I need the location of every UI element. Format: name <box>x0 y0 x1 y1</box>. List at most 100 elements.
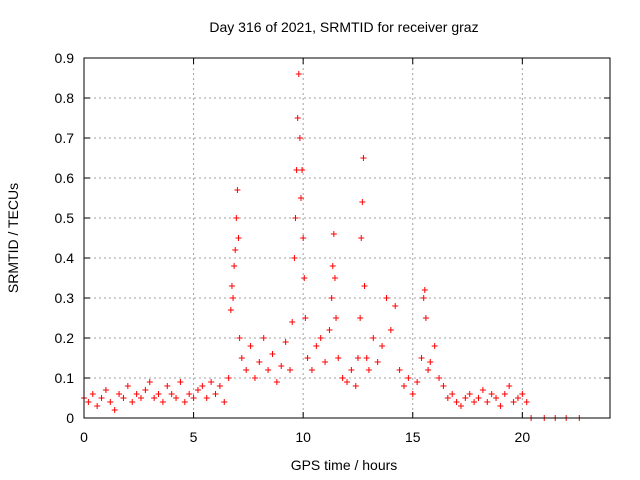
data-point <box>216 383 223 389</box>
x-tick-label: 0 <box>80 429 88 445</box>
data-point <box>457 403 464 409</box>
data-point <box>273 379 280 385</box>
data-point <box>225 375 232 381</box>
data-point <box>484 399 491 405</box>
data-point <box>301 275 308 281</box>
data-point <box>159 399 166 405</box>
y-tick-label: 0.3 <box>55 290 75 306</box>
data-point <box>181 399 188 405</box>
data-point <box>333 315 340 321</box>
y-tick-label: 0.2 <box>55 330 75 346</box>
data-point <box>317 335 324 341</box>
data-point <box>137 395 144 401</box>
data-point <box>444 395 451 401</box>
data-point <box>427 359 434 365</box>
grid <box>84 58 610 418</box>
data-point <box>232 247 239 253</box>
y-tick-label: 0.6 <box>55 170 75 186</box>
data-point <box>497 403 504 409</box>
data-point <box>102 387 109 393</box>
y-tick-label: 0.7 <box>55 130 75 146</box>
data-points <box>81 71 583 421</box>
data-point <box>212 391 219 397</box>
data-point <box>289 319 296 325</box>
data-point <box>405 375 412 381</box>
data-point <box>287 367 294 373</box>
x-tick-label: 15 <box>405 429 421 445</box>
data-point <box>506 383 513 389</box>
data-point <box>194 387 201 393</box>
data-point <box>294 115 301 121</box>
data-point <box>296 135 303 141</box>
data-point <box>107 399 114 405</box>
y-tick-label: 0.5 <box>55 210 75 226</box>
data-point <box>453 399 460 405</box>
data-point <box>260 335 267 341</box>
data-point <box>440 383 447 389</box>
data-point <box>501 391 508 397</box>
data-point <box>352 383 359 389</box>
data-point <box>199 383 206 389</box>
data-point <box>360 155 367 161</box>
data-point <box>293 167 300 173</box>
data-point <box>146 379 153 385</box>
data-point <box>466 391 473 397</box>
data-point <box>330 231 337 237</box>
x-axis-label: GPS time / hours <box>291 457 398 473</box>
data-point <box>365 367 372 373</box>
data-point <box>295 71 302 77</box>
data-point <box>361 283 368 289</box>
data-point <box>488 391 495 397</box>
data-point <box>247 343 254 349</box>
data-point <box>414 379 421 385</box>
data-point <box>282 339 289 345</box>
data-point <box>358 235 365 241</box>
data-point <box>168 391 175 397</box>
data-point <box>238 355 245 361</box>
data-point <box>120 395 127 401</box>
data-point <box>422 315 429 321</box>
data-point <box>177 379 184 385</box>
data-point <box>236 335 243 341</box>
data-point <box>322 359 329 365</box>
data-point <box>89 391 96 397</box>
data-point <box>142 387 149 393</box>
data-point <box>462 395 469 401</box>
data-point <box>392 303 399 309</box>
data-point <box>514 395 521 401</box>
data-point <box>85 399 92 405</box>
data-point <box>479 387 486 393</box>
data-point <box>326 327 333 333</box>
plot-frame <box>83 57 611 419</box>
data-point <box>425 367 432 373</box>
x-tick-label: 10 <box>295 429 311 445</box>
chart-title: Day 316 of 2021, SRMTID for receiver gra… <box>209 19 478 35</box>
data-point <box>370 335 377 341</box>
data-point <box>302 315 309 321</box>
y-tick-label: 0.1 <box>55 370 75 386</box>
data-point <box>227 307 234 313</box>
data-point <box>230 295 237 301</box>
y-tick-label: 0 <box>66 410 74 426</box>
data-point <box>363 355 370 361</box>
data-point <box>234 187 241 193</box>
data-point <box>164 383 171 389</box>
data-point <box>357 315 364 321</box>
data-point <box>396 367 403 373</box>
data-point <box>256 359 263 365</box>
data-point <box>300 235 307 241</box>
data-point <box>116 391 123 397</box>
data-point <box>203 395 210 401</box>
data-point <box>359 199 366 205</box>
data-point <box>308 367 315 373</box>
data-point <box>329 263 336 269</box>
data-point <box>155 391 162 397</box>
data-point <box>190 395 197 401</box>
data-point <box>251 375 258 381</box>
data-point <box>186 391 193 397</box>
data-point <box>387 327 394 333</box>
data-point <box>111 407 118 413</box>
data-point <box>124 383 131 389</box>
data-point <box>420 295 427 301</box>
